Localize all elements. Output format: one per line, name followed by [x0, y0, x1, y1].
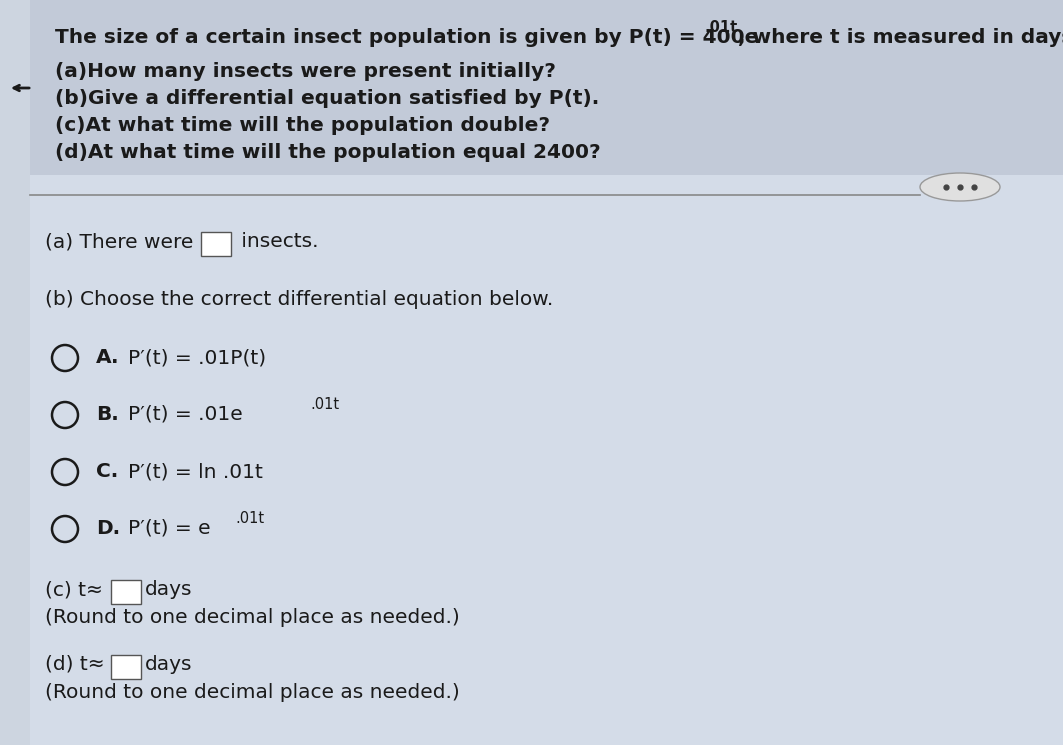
Text: .01t: .01t	[235, 511, 264, 526]
Text: B.: B.	[96, 405, 119, 424]
Text: P′(t) = ln .01t: P′(t) = ln .01t	[128, 462, 263, 481]
Text: (d)At what time will the population equal 2400?: (d)At what time will the population equa…	[55, 143, 601, 162]
Text: .01t: .01t	[310, 397, 339, 412]
Text: (b) Choose the correct differential equation below.: (b) Choose the correct differential equa…	[45, 290, 553, 309]
Text: (a)How many insects were present initially?: (a)How many insects were present initial…	[55, 62, 556, 81]
FancyBboxPatch shape	[201, 232, 231, 256]
Text: days: days	[145, 580, 192, 599]
Text: (Round to one decimal place as needed.): (Round to one decimal place as needed.)	[45, 608, 460, 627]
Text: The size of a certain insect population is given by P(t) = 400e: The size of a certain insect population …	[55, 28, 758, 47]
Text: (Round to one decimal place as needed.): (Round to one decimal place as needed.)	[45, 683, 460, 702]
Text: (c) t≈: (c) t≈	[45, 580, 103, 599]
Text: insects.: insects.	[235, 232, 319, 251]
Text: (c)At what time will the population double?: (c)At what time will the population doub…	[55, 116, 550, 135]
Text: (b)Give a differential equation satisfied by P(t).: (b)Give a differential equation satisfie…	[55, 89, 600, 108]
FancyBboxPatch shape	[30, 0, 1063, 175]
Text: D.: D.	[96, 519, 120, 538]
Ellipse shape	[919, 173, 1000, 201]
Text: .01t: .01t	[705, 20, 738, 35]
FancyBboxPatch shape	[111, 655, 141, 679]
FancyBboxPatch shape	[30, 175, 1063, 745]
Text: (d) t≈: (d) t≈	[45, 655, 104, 674]
Text: C.: C.	[96, 462, 118, 481]
Text: A.: A.	[96, 348, 119, 367]
Text: P′(t) = .01P(t): P′(t) = .01P(t)	[128, 348, 266, 367]
Text: days: days	[145, 655, 192, 674]
Text: P′(t) = .01e: P′(t) = .01e	[128, 405, 242, 424]
FancyBboxPatch shape	[111, 580, 141, 604]
Text: (a) There were: (a) There were	[45, 232, 200, 251]
Text: P′(t) = e: P′(t) = e	[128, 519, 210, 538]
Text: , where t is measured in days.: , where t is measured in days.	[738, 28, 1063, 47]
